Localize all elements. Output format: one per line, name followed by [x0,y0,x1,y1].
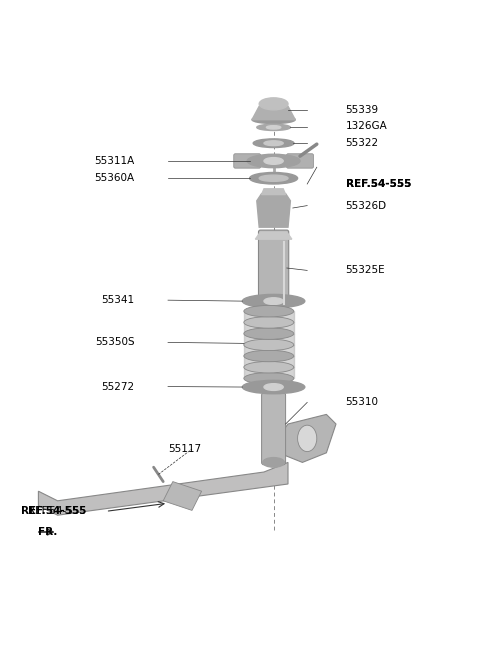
Polygon shape [244,367,294,379]
Ellipse shape [264,157,283,164]
Ellipse shape [244,306,294,317]
Ellipse shape [244,317,294,328]
Polygon shape [244,356,294,367]
Ellipse shape [266,126,281,129]
Text: 1326GA: 1326GA [346,121,387,131]
Ellipse shape [264,298,283,304]
Text: 55350S: 55350S [95,337,134,348]
Text: REF.54-555: REF.54-555 [28,506,86,516]
Ellipse shape [244,328,294,339]
Ellipse shape [250,173,298,184]
Ellipse shape [244,373,294,384]
Polygon shape [244,322,294,334]
Bar [270,309,277,434]
Ellipse shape [244,339,294,350]
Text: 55326D: 55326D [346,201,387,211]
Ellipse shape [259,98,288,110]
Text: REF.54-555: REF.54-555 [21,506,86,516]
Ellipse shape [264,384,283,390]
FancyBboxPatch shape [262,393,286,465]
Text: 55311A: 55311A [94,156,134,166]
Ellipse shape [252,116,295,123]
Polygon shape [252,106,295,119]
Polygon shape [244,334,294,345]
FancyBboxPatch shape [287,154,313,168]
Ellipse shape [263,458,284,467]
Polygon shape [274,415,336,462]
Ellipse shape [244,350,294,361]
FancyBboxPatch shape [258,230,288,311]
Text: 55117: 55117 [168,444,202,454]
Ellipse shape [257,124,290,131]
Ellipse shape [259,175,288,181]
Polygon shape [244,311,294,322]
Text: REF.54-555: REF.54-555 [346,179,411,189]
Text: 55341: 55341 [101,295,134,305]
Ellipse shape [242,295,305,308]
Text: REF.54-555: REF.54-555 [346,179,411,189]
FancyBboxPatch shape [234,154,261,168]
Text: 55360A: 55360A [94,173,134,183]
Ellipse shape [242,380,305,394]
Text: 55272: 55272 [101,382,134,392]
Text: 55310: 55310 [346,398,379,407]
Polygon shape [244,345,294,356]
Polygon shape [163,482,202,510]
Text: FR.: FR. [38,527,58,537]
Ellipse shape [247,154,300,168]
Text: 55322: 55322 [346,138,379,148]
Ellipse shape [253,139,294,148]
Polygon shape [262,189,286,195]
Ellipse shape [264,141,283,146]
Ellipse shape [298,425,317,451]
Polygon shape [255,232,292,239]
Text: 55339: 55339 [346,104,379,115]
Polygon shape [38,462,288,515]
Ellipse shape [244,361,294,373]
Polygon shape [257,191,290,227]
Text: 55325E: 55325E [346,266,385,276]
